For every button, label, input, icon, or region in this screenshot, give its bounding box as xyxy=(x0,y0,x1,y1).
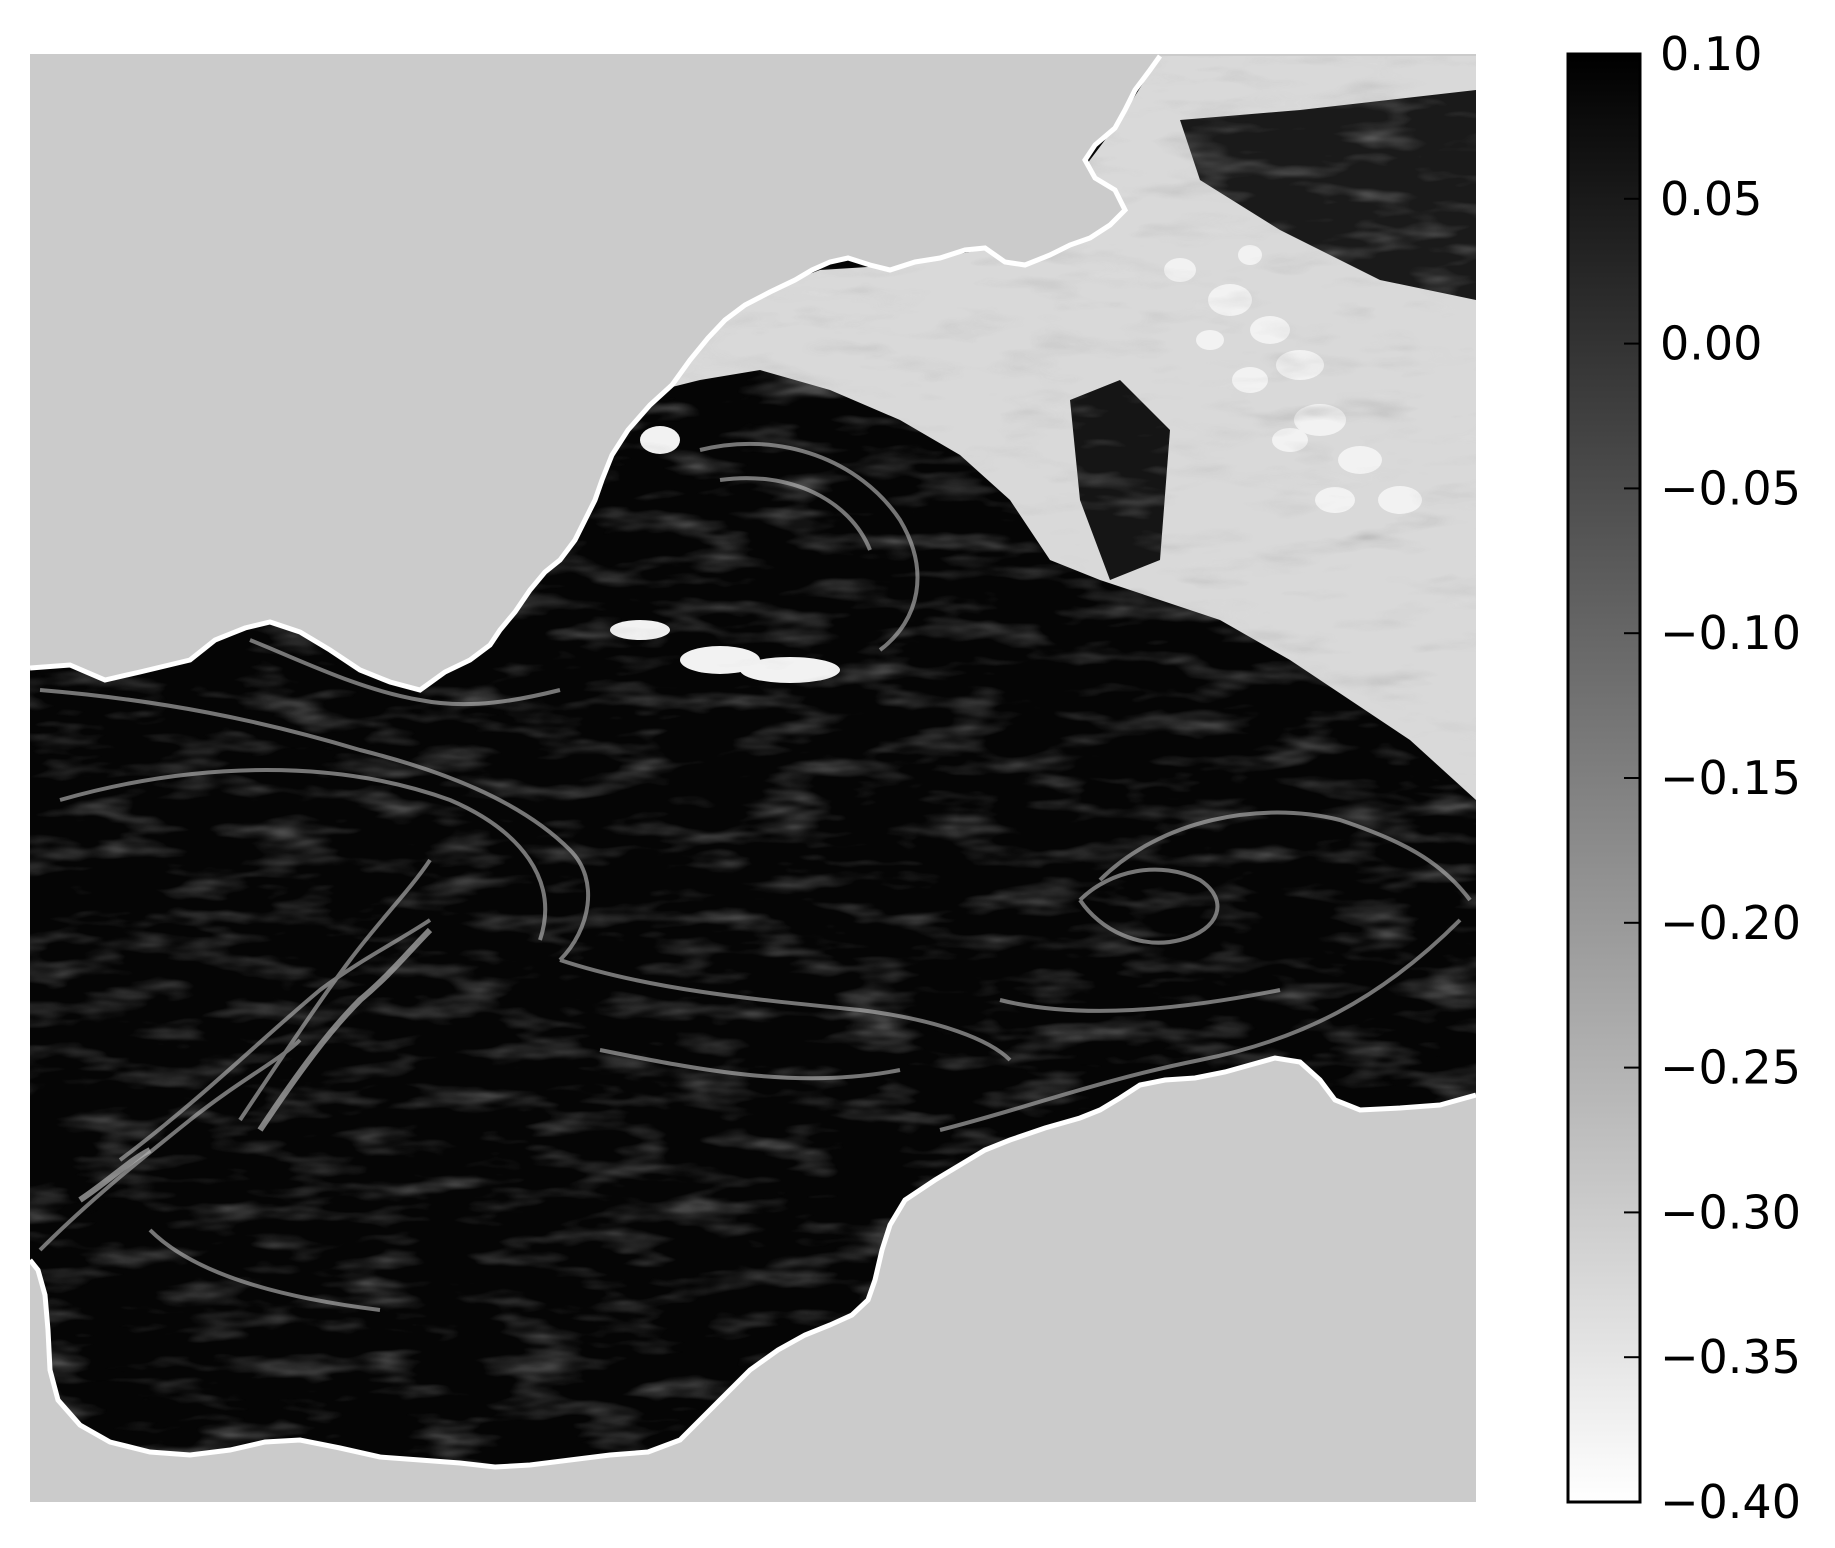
colorbar-ticks: 0.10 0.05 0.00 −0.05 −0.10 −0.15 −0.20 −0.25 −0.… xyxy=(1624,27,1801,1529)
colorbar-tick-label: 0.00 xyxy=(1660,317,1762,371)
colorbar-tick-label: −0.35 xyxy=(1660,1330,1801,1384)
colorbar-tick-label: −0.10 xyxy=(1660,606,1801,660)
colorbar-tick-label: −0.40 xyxy=(1660,1475,1801,1529)
colorbar: 0.10 0.05 0.00 −0.05 −0.10 −0.15 −0.20 −0.25 −0.… xyxy=(1566,27,1801,1529)
colorbar-tick-label: −0.20 xyxy=(1660,896,1801,950)
colorbar-tick-label: −0.25 xyxy=(1660,1041,1801,1095)
coastline xyxy=(30,54,1476,1470)
colorbar-tick-label: 0.05 xyxy=(1660,172,1762,226)
colorbar-tick-label: 0.10 xyxy=(1660,27,1762,81)
colorbar-tick-label: −0.30 xyxy=(1660,1185,1801,1239)
plot-area xyxy=(30,54,1476,1502)
colorbar-tick-label: −0.05 xyxy=(1660,461,1801,515)
colorbar-tick-label: −0.15 xyxy=(1660,751,1801,805)
